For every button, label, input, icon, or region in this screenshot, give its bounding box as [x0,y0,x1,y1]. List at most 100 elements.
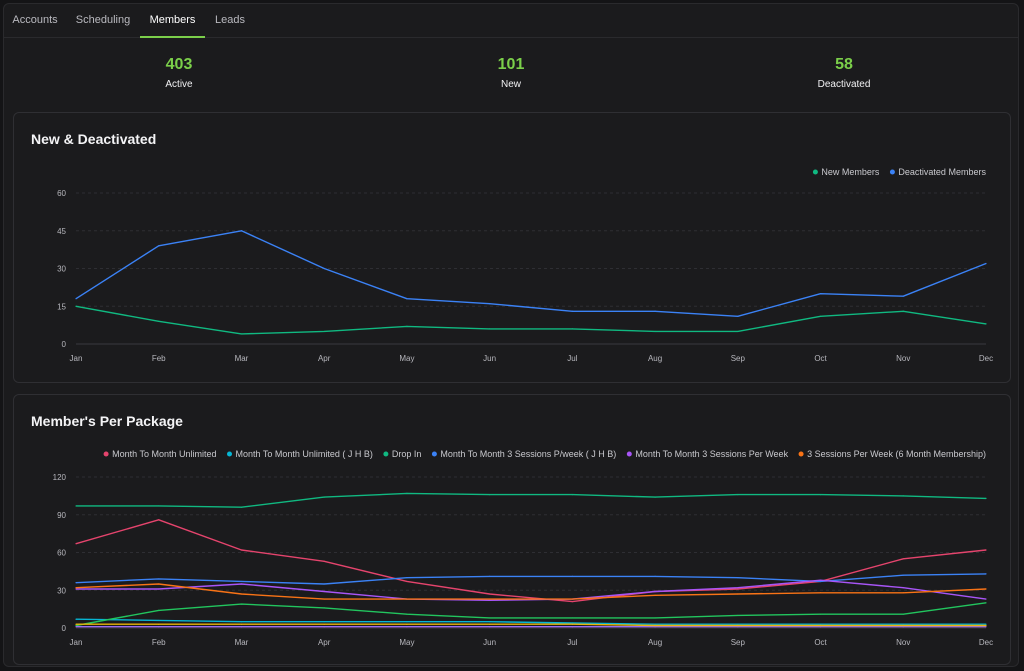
y-tick-label: 0 [62,624,67,633]
y-tick-label: 120 [53,473,67,482]
data-point [819,626,822,628]
x-tick-label: May [399,354,414,363]
x-tick-label: Nov [896,638,910,647]
legend-marker [889,169,895,175]
tab-accounts[interactable]: Accounts [12,14,58,26]
data-point [323,267,325,270]
tab-scheduling[interactable]: Scheduling [75,14,131,26]
legend-item: Deactivated Members [889,167,986,177]
data-point [323,330,325,333]
tab-leads[interactable]: Leads [215,14,245,26]
stat-active: 403 Active [119,54,239,93]
series-line-2 [75,618,986,625]
data-point [985,623,987,625]
data-point [654,590,656,593]
chart2-title: Member's Per Package [31,413,183,429]
data-point [902,592,904,594]
card-members-per-package: Member's Per Package 0 30 60 90 120 Jan Feb Mar… [13,394,1011,665]
data-point [406,577,408,579]
data-point [985,588,987,590]
data-point [75,505,77,507]
data-point [819,315,822,317]
data-point [902,623,904,625]
data-point [571,623,573,625]
series-line-3 [76,492,987,508]
data-point [158,623,160,625]
data-point [737,588,739,590]
data-point [489,626,491,628]
data-point [158,505,160,507]
legend-label: Month To Month 3 Sessions P/week ( J H B… [440,449,616,459]
data-point [489,575,491,578]
card-new-deactivated: New & Deactivated 0 15 30 45 60 Jan Feb Mar Apr M… [13,112,1011,383]
tab-bar: Accounts Scheduling Members Leads [4,4,1018,38]
data-point [654,594,656,596]
x-tick-label: Sep [731,638,746,647]
data-point [240,230,243,232]
legend-marker [431,451,437,457]
data-point [323,621,325,623]
x-tick-label: Aug [648,638,662,647]
data-point [571,328,573,330]
x-tick-label: Jan [70,354,83,363]
data-point [654,330,656,333]
data-point [985,262,987,265]
data-point [406,613,408,615]
data-point [737,624,739,627]
data-point [240,580,243,583]
data-point [158,619,160,622]
data-point [158,578,160,580]
data-point [323,626,325,628]
data-point [571,598,573,600]
data-point [323,590,325,593]
tab-members[interactable]: Members [140,4,205,38]
legend-label: New Members [821,167,880,177]
data-point [985,497,987,499]
data-point [902,495,904,497]
data-point [571,617,573,619]
data-point [489,303,491,305]
x-tick-label: Jun [483,354,496,363]
data-point [571,600,573,603]
data-point [489,494,491,496]
data-point [654,624,656,627]
stat-new-value: 101 [497,56,525,73]
legend-label: Month To Month Unlimited [112,449,216,459]
data-point [654,575,656,578]
stat-deactivated-value: 58 [835,56,853,73]
legend-marker [798,451,804,457]
data-point [737,593,739,595]
data-point [654,623,656,625]
data-point [323,560,325,562]
legend-marker [103,451,109,457]
data-point [489,328,491,330]
legend-item: Month To Month 3 Sessions P/week ( J H B… [431,449,616,459]
data-point [819,580,822,583]
legend-item: Month To Month Unlimited [103,449,216,459]
y-tick-label: 60 [57,549,66,558]
data-point [902,558,904,560]
data-point [240,621,243,623]
stat-active-label: Active [165,79,193,90]
data-point [75,618,77,620]
data-point [737,614,739,617]
data-point [406,580,408,583]
x-tick-label: Dec [979,638,993,647]
data-point [406,298,408,300]
x-tick-label: Nov [896,354,910,363]
data-point [571,626,573,628]
series-line-4 [75,573,987,585]
series-line-9 [76,623,986,627]
legend-label: Drop In [392,449,422,459]
dashboard-frame: Accounts Scheduling Members Leads 403 Ac… [3,3,1019,667]
data-point [240,623,243,625]
data-point [75,588,77,590]
data-point [737,330,739,333]
data-point [902,613,904,615]
data-point [323,496,325,498]
data-point [737,494,739,496]
data-point [240,506,243,508]
data-point [819,579,822,581]
legend-marker [226,451,232,457]
y-tick-label: 15 [57,302,66,311]
